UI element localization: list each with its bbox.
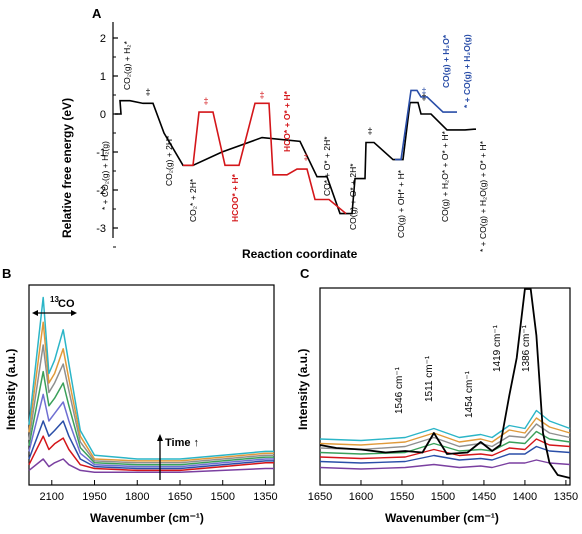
panel-b-xticks: 2100 1950 1800 1650 1500 1350 [40, 480, 278, 503]
panel-c-letter: C [300, 266, 310, 281]
spectrum-line [28, 420, 274, 470]
panel-c-frame [319, 287, 571, 486]
state-label: CO₂(g) + H₂* [122, 40, 132, 90]
spectrum-line [28, 393, 274, 468]
panel-a-ytick-label: -1 [96, 147, 106, 159]
state-label: CO(g) + O* + 2H* [348, 163, 358, 230]
panel-a-ytick-label: -3 [96, 223, 106, 235]
peak-label: 1386 cm⁻¹ [521, 324, 532, 372]
panel-b-letter: B [2, 266, 11, 281]
panel-a: A Relative free energy (eV) Reaction coo… [60, 6, 488, 261]
band-arrow-right-icon [71, 310, 77, 316]
panel-b-13co-band-marker: 13 CO [32, 295, 77, 316]
panel-b-ylabel: Intensity (a.u.) [4, 349, 18, 430]
peak-label: 1454 cm⁻¹ [464, 370, 475, 418]
state-label: HCO* + O* + H* [282, 90, 292, 152]
state-label: CO₂* + 2H* [188, 178, 198, 222]
panel-c-xtick-label: 1600 [349, 491, 373, 503]
peak-label: 1546 cm⁻¹ [394, 366, 405, 414]
transition-state-marker: ‡ [145, 87, 150, 97]
spectrum-line [28, 296, 274, 460]
band-label: CO [58, 298, 75, 310]
spectrum-line [319, 445, 571, 464]
state-label: CO(g) + H₂O* [441, 34, 451, 88]
panel-a-letter: A [92, 6, 102, 21]
band-label-sup: 13 [50, 295, 59, 304]
panel-a-ytick-label: 1 [100, 71, 106, 83]
panel-b-time-marker: Time ↑ [157, 434, 199, 480]
spectrum-line [319, 417, 571, 446]
panel-a-ytick-label: -2 [96, 185, 106, 197]
time-arrow-icon [157, 434, 163, 441]
transition-state-marker: ‡ [367, 126, 372, 136]
peak-label: 1419 cm⁻¹ [492, 324, 503, 372]
state-label: CO(g) + H₂O* + O* + H* [440, 130, 450, 222]
spectrum-line [28, 435, 274, 472]
spectrum-line [28, 321, 274, 462]
spectrum-line [28, 370, 274, 466]
panel-c-xtick-label: 1500 [431, 491, 455, 503]
spectrum-line [28, 344, 274, 464]
panel-b-spectra [28, 296, 274, 474]
energy-path-blue [395, 89, 457, 161]
state-label: CO* + O* + 2H* [322, 136, 332, 196]
transition-state-marker: ‡ [203, 96, 208, 106]
panel-a-ylabel: Relative free energy (eV) [60, 98, 74, 238]
state-label: CO₂(g) + 2H* [164, 135, 174, 186]
spectrum-line [319, 430, 571, 455]
panel-b-xtick-label: 1500 [210, 491, 234, 503]
spectrum-line [319, 409, 571, 442]
transition-state-marker: ‡ [303, 152, 308, 162]
panel-a-yticks: 2 1 0 -1 -2 -3 [96, 33, 118, 248]
transition-state-marker: ‡ [421, 92, 426, 102]
panel-c-xtick-label: 1450 [472, 491, 496, 503]
panel-c-xtick-label: 1350 [554, 491, 578, 503]
panel-a-xlabel: Reaction coordinate [242, 247, 358, 261]
transition-state-marker: ‡ [421, 86, 426, 96]
panel-b-xtick-label: 1800 [125, 491, 149, 503]
panel-c: C Intensity (a.u.) Wavenumber (cm⁻¹) 165… [296, 266, 578, 525]
panel-b-frame [28, 284, 275, 486]
panel-a-state-labels: CO₂(g) + H₂* * + CO₂(g) + H₂(g) CO₂(g) + 2… [100, 34, 488, 252]
spectrum-line [319, 288, 571, 479]
peak-label: 1511 cm⁻¹ [424, 355, 435, 402]
spectrum-line [319, 423, 571, 451]
transition-state-marker: ‡ [259, 90, 264, 100]
panel-c-xtick-label: 1650 [308, 491, 332, 503]
state-label: * + CO₂(g) + H₂(g) [100, 141, 110, 210]
panel-c-xtick-label: 1400 [513, 491, 537, 503]
panel-b-xtick-label: 1650 [168, 491, 192, 503]
spectrum-line [28, 458, 274, 474]
state-label: * + CO(g) + H₂O(g) + O* + H* [478, 140, 488, 252]
panel-b-xtick-label: 1950 [82, 491, 106, 503]
spectrum-line [319, 459, 571, 470]
state-label: * + CO(g) + H₂O(g) [462, 34, 472, 108]
panel-b-xtick-label: 1350 [253, 491, 277, 503]
spectrum-line [319, 438, 571, 460]
panel-a-ytick-label: 2 [100, 33, 106, 45]
panel-c-ylabel: Intensity (a.u.) [296, 349, 310, 430]
panel-c-xlabel: Wavenumber (cm⁻¹) [385, 511, 499, 525]
panel-a-ytick-label: 0 [100, 109, 106, 121]
panel-b-xtick-label: 2100 [40, 491, 64, 503]
panel-c-peak-labels: 1546 cm⁻¹ 1511 cm⁻¹ 1454 cm⁻¹ 1419 cm⁻¹ 1386… [394, 324, 532, 418]
band-arrow-left-icon [32, 310, 38, 316]
time-label: Time ↑ [165, 437, 199, 449]
energy-path-red [183, 102, 347, 215]
panel-c-xtick-label: 1550 [390, 491, 414, 503]
state-label: CO(g) + OH* + H* [396, 169, 406, 238]
panel-b: B Intensity (a.u.) Wavenumber (cm⁻¹) 210… [2, 266, 278, 525]
panel-c-spectra [319, 288, 571, 479]
panel-a-transition-states: ‡‡‡‡‡‡‡ [145, 86, 426, 162]
state-label: HCOO* + H* [230, 173, 240, 222]
panel-b-xlabel: Wavenumber (cm⁻¹) [90, 511, 204, 525]
panel-c-xticks: 1650 1600 1550 1500 1450 1400 1350 [308, 480, 578, 503]
panel-a-energy-paths [115, 89, 476, 215]
